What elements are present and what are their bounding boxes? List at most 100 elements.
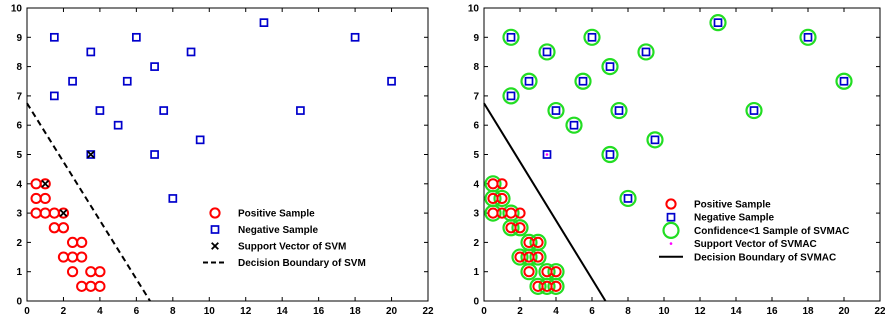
negative-sample-point: [506, 91, 516, 101]
x-tick-label: 16: [313, 306, 325, 317]
negative-sample-point: [350, 32, 360, 42]
negative-sample-point: [587, 32, 597, 42]
chart-svm: 0 2 4 6 8 10 12 14 16 18 20 22012345678910Positive …: [11, 4, 434, 318]
confidence-1-sample-of-svmac-point: [511, 219, 529, 237]
positive-sample-point: [514, 207, 526, 219]
negative-sample-point: [569, 120, 579, 130]
legend-positive-sample-label: Positive Sample: [694, 200, 771, 211]
positive-sample-point: [66, 266, 79, 278]
negative-sample-point: [150, 150, 159, 159]
positive-sample-point: [532, 236, 544, 248]
confidence-1-sample-of-svmac-point: [502, 219, 520, 237]
negative-sample-point: [95, 106, 105, 115]
positive-sample-point: [94, 266, 106, 278]
confidence-1-sample-of-svmac-point: [619, 189, 637, 208]
x-tick-label: 14: [277, 306, 289, 317]
confidence-1-sample-of-svmac-point: [502, 28, 520, 46]
legend-decision-boundary-of-svm-label: Decision Boundary of SVM: [238, 258, 366, 269]
negative-sample-point: [542, 150, 552, 159]
positive-sample-point: [496, 192, 508, 205]
confidence-1-sample-of-svmac-point: [646, 131, 664, 149]
y-tick-label: 3: [473, 209, 479, 220]
confidence-1-sample-of-svmac-point: [601, 145, 619, 164]
confidence-1-sample-of-svmac-point: [637, 43, 655, 61]
negative-sample-point: [551, 106, 561, 115]
positive-sample-point: [76, 251, 88, 263]
y-tick-label: 2: [16, 238, 22, 249]
negative-sample-point: [195, 135, 205, 145]
negative-sample-point: [387, 76, 396, 86]
negative-sample-point: [86, 47, 96, 57]
negative-sample-point: [132, 32, 141, 42]
y-tick-label: 5: [16, 150, 22, 161]
x-tick-label: 18: [350, 306, 362, 317]
support-vector-of-svm-point: [59, 209, 68, 218]
positive-sample-point: [523, 266, 535, 278]
x-tick-label: 10: [658, 306, 670, 317]
y-tick-label: 1: [16, 267, 22, 278]
positive-sample-point: [39, 192, 51, 205]
confidence-1-sample-of-svmac-point: [601, 57, 619, 76]
negative-sample-point: [122, 76, 132, 86]
positive-sample-point: [514, 222, 526, 234]
positive-sample-point: [57, 222, 70, 234]
x-tick-label: 8: [170, 306, 176, 317]
confidence-1-sample-of-svmac-point: [484, 204, 502, 222]
confidence-1-sample-of-svmac-point: [610, 101, 628, 120]
y-tick-label: 0: [473, 297, 479, 308]
x-tick-label: 12: [694, 306, 706, 317]
confidence-1-sample-of-svmac-point: [520, 263, 538, 281]
x-tick-label: 6: [134, 306, 140, 317]
confidence-1-sample-of-svmac-point: [511, 248, 529, 266]
negative-sample-point: [641, 47, 651, 57]
negative-sample-point: [159, 106, 169, 115]
negative-sample-point: [506, 32, 516, 42]
confidence-1-sample-of-svmac-point: [538, 277, 556, 295]
legend-positive-sample-label: Positive Sample: [238, 209, 315, 220]
positive-sample-point: [39, 178, 51, 190]
confidence-1-sample-of-svmac-point: [538, 43, 556, 61]
confidence-1-sample-of-svmac-point: [709, 14, 727, 32]
y-tick-label: 9: [473, 33, 479, 44]
legend-negative-sample-marker: [210, 225, 220, 234]
y-tick-label: 9: [16, 33, 22, 44]
x-tick-label: 10: [204, 306, 216, 317]
x-tick-label: 14: [730, 306, 742, 317]
negative-sample-point: [49, 32, 59, 42]
negative-sample-point: [259, 18, 269, 27]
negative-sample-point: [86, 150, 96, 159]
positive-sample-point: [57, 207, 70, 219]
y-tick-label: 7: [16, 91, 22, 102]
negative-sample-point: [168, 194, 178, 203]
positive-sample-point: [496, 178, 508, 190]
legend-positive-sample-marker: [665, 198, 677, 210]
positive-sample-point: [550, 266, 562, 278]
positive-sample-point: [76, 236, 88, 248]
support-vector-of-svmac-point: [545, 153, 549, 156]
legend-negative-sample-label: Negative Sample: [694, 213, 774, 224]
y-tick-label: 8: [16, 62, 22, 73]
y-tick-label: 6: [16, 121, 22, 132]
decision-boundary-of-svm-line: [26, 102, 151, 302]
y-tick-label: 10: [468, 4, 480, 15]
confidence-1-sample-of-svmac-point: [799, 28, 817, 46]
positive-sample-point: [550, 280, 562, 292]
legend-support-vector-of-svmac-marker: [669, 242, 673, 245]
negative-sample-point: [113, 120, 123, 130]
y-tick-label: 3: [16, 209, 22, 220]
positive-sample-point: [532, 251, 544, 263]
support-vector-of-svm-point-stroke-b: [41, 179, 50, 188]
negative-sample-point: [49, 91, 59, 101]
confidence-1-sample-of-svmac-point: [493, 189, 511, 208]
legend-decision-boundary-of-svmac-label: Decision Boundary of SVMAC: [694, 252, 836, 263]
positive-sample-point: [94, 280, 106, 292]
x-tick-label: 22: [422, 306, 434, 317]
confidence-1-sample-of-svmac-point: [529, 277, 547, 295]
y-tick-label: 8: [473, 62, 479, 73]
negative-sample-point: [605, 62, 615, 71]
x-tick-label: 4: [553, 306, 559, 317]
negative-sample-point: [296, 106, 305, 115]
x-tick-label: 18: [802, 306, 814, 317]
negative-sample-point: [839, 76, 849, 86]
